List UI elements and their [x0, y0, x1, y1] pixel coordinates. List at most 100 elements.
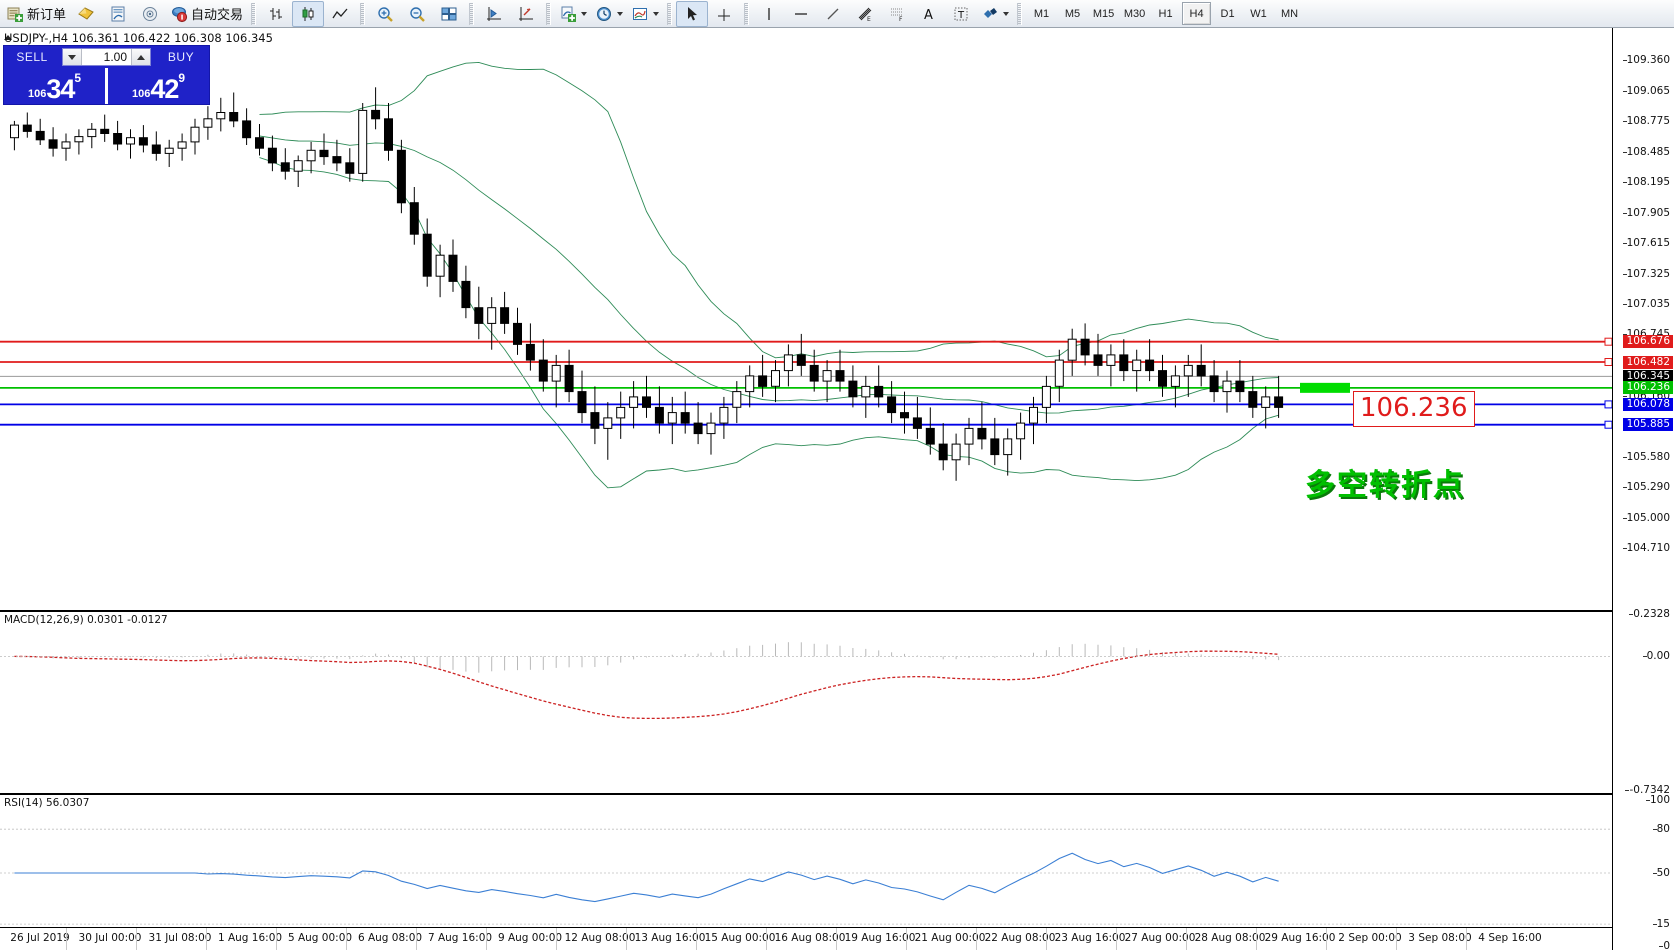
support-line-label[interactable]: 105.885 [1622, 418, 1673, 432]
price-tick: 107.035 [1622, 298, 1670, 310]
resistance-line-label[interactable]: 106.676 [1622, 335, 1673, 349]
last-price-label[interactable]: 106.345 [1622, 369, 1673, 383]
pivot-highlight-marker[interactable] [1300, 382, 1350, 393]
candle-body [1093, 354, 1103, 366]
chinese-note-annotation[interactable]: 多空转折点 [1305, 468, 1465, 503]
candle-body [35, 130, 45, 141]
candle-body [758, 375, 768, 387]
timeframe-m30[interactable]: M30 [1123, 7, 1146, 20]
volume-value[interactable]: 1.00 [103, 50, 127, 64]
line-handle[interactable] [1604, 358, 1613, 366]
buy-label[interactable]: BUY [167, 50, 195, 64]
candle-body [332, 156, 342, 164]
templates-dropdown-caret[interactable] [653, 11, 660, 16]
bar-chart-button[interactable] [260, 1, 292, 27]
shift-end-button[interactable] [478, 1, 510, 27]
candle-body [1158, 370, 1167, 387]
chart-area[interactable]: USDJPY-,H4 106.361 106.422 106.308 106.3… [0, 28, 1674, 952]
zoom-in-button[interactable] [369, 1, 401, 27]
candle-body [809, 364, 819, 382]
timeframe-m15[interactable]: M15 [1092, 7, 1115, 20]
text-label-button[interactable]: T [945, 1, 977, 27]
buy-button[interactable]: 106 42 9 [108, 68, 209, 104]
resistance-line-label[interactable]: 106.482 [1622, 355, 1673, 369]
candle-body [306, 149, 316, 162]
buy-pips: 42 [150, 74, 179, 104]
candle-body [1183, 364, 1193, 377]
time-tick: 26 Jul 2019 [10, 932, 70, 944]
price-scale[interactable]: 109.360 109.065 108.775 108.485 108.195 107.9… [1612, 28, 1674, 952]
candle-body [964, 427, 974, 445]
candle-body [1261, 396, 1271, 408]
timeframe-m5[interactable]: M5 [1064, 7, 1081, 20]
candle-body [771, 370, 780, 387]
rsi-pane-divider [0, 793, 1613, 795]
time-scale[interactable]: 26 Jul 2019 30 Jul 00:00 31 Jul 08:00 1 Aug… [0, 927, 1613, 950]
time-tick: 15 Aug 00:00 [704, 932, 776, 944]
toolbar-separator-6 [744, 2, 750, 25]
time-tick: 6 Aug 08:00 [357, 932, 423, 944]
timeframe-d1[interactable]: D1 [1220, 7, 1235, 20]
sell-button[interactable]: 106 34 5 [4, 68, 108, 104]
navigator-button[interactable] [134, 1, 166, 27]
trendline-button[interactable] [817, 1, 849, 27]
line-handle[interactable] [1604, 337, 1613, 346]
templates-button[interactable] [627, 1, 663, 27]
line-chart-button[interactable] [324, 1, 356, 27]
new-order-button[interactable]: 新订单 [2, 1, 70, 27]
crosshair-button[interactable] [708, 1, 740, 27]
fibonacci-icon: F [891, 8, 903, 23]
price-callout-annotation[interactable]: 106.236 [1353, 391, 1475, 427]
candle-body [1196, 364, 1206, 377]
cursor-button[interactable] [676, 0, 709, 27]
price-tick: 108.775 [1622, 115, 1670, 127]
vertical-line-button[interactable] [753, 1, 785, 27]
candlestick-chart-button[interactable] [292, 0, 325, 27]
tile-windows-button[interactable] [433, 1, 465, 27]
time-separator [486, 928, 487, 950]
one-click-trade-panel[interactable]: SELL 1.00 BUY 106 34 5 106 42 9 [3, 45, 210, 105]
sell-label[interactable]: SELL [16, 50, 48, 64]
fibonacci-button[interactable]: F [881, 1, 913, 27]
candle-body [500, 307, 510, 324]
timeframe-m1[interactable]: M1 [1033, 7, 1050, 20]
line-handle[interactable] [1604, 400, 1613, 409]
candle-body [900, 412, 909, 419]
indicators-dropdown-caret[interactable] [581, 11, 588, 16]
period-button[interactable] [591, 1, 627, 27]
candle-body [1119, 354, 1129, 372]
shapes-button[interactable] [977, 1, 1013, 27]
time-tick: 7 Aug 16:00 [427, 932, 493, 944]
horizontal-line-button[interactable] [785, 1, 817, 27]
candle-body [435, 254, 445, 277]
terminal-button[interactable] [70, 1, 102, 27]
price-plot[interactable] [0, 28, 1613, 928]
candle-body [706, 422, 716, 435]
zoom-out-button[interactable] [401, 1, 433, 27]
volume-increase-button[interactable] [131, 49, 150, 65]
indicators-button[interactable] [555, 1, 591, 27]
period-dropdown-caret[interactable] [617, 11, 624, 16]
macd-tick: 0.2328 [1629, 608, 1670, 620]
timeframe-h1[interactable]: H1 [1158, 7, 1173, 20]
line-handle[interactable] [1604, 420, 1613, 429]
time-separator [206, 928, 207, 950]
chart-expand-icon[interactable] [4, 35, 12, 40]
timeframe-w1[interactable]: W1 [1250, 7, 1267, 20]
timeframe-mn[interactable]: MN [1280, 7, 1299, 20]
rsi-line [14, 852, 1279, 903]
volume-field[interactable]: 1.00 [62, 48, 151, 66]
equidistant-channel-button[interactable]: E [849, 1, 881, 27]
time-tick: 4 Sep 16:00 [1478, 932, 1542, 944]
support-line-label[interactable]: 106.078 [1622, 397, 1673, 411]
data-window-button[interactable] [102, 1, 134, 27]
autotrade-button[interactable]: 自动交易 [166, 1, 247, 27]
price-tick: 104.710 [1622, 542, 1670, 554]
pivot-line-label[interactable]: 106.236 [1622, 381, 1673, 395]
shapes-dropdown-caret[interactable] [1003, 11, 1010, 16]
text-button[interactable]: A [913, 1, 945, 27]
auto-scroll-button[interactable] [510, 1, 542, 27]
timeframe-h4[interactable]: H4 [1182, 2, 1212, 25]
volume-decrease-button[interactable] [63, 49, 82, 65]
one-click-trade-header: SELL 1.00 BUY [4, 46, 209, 68]
